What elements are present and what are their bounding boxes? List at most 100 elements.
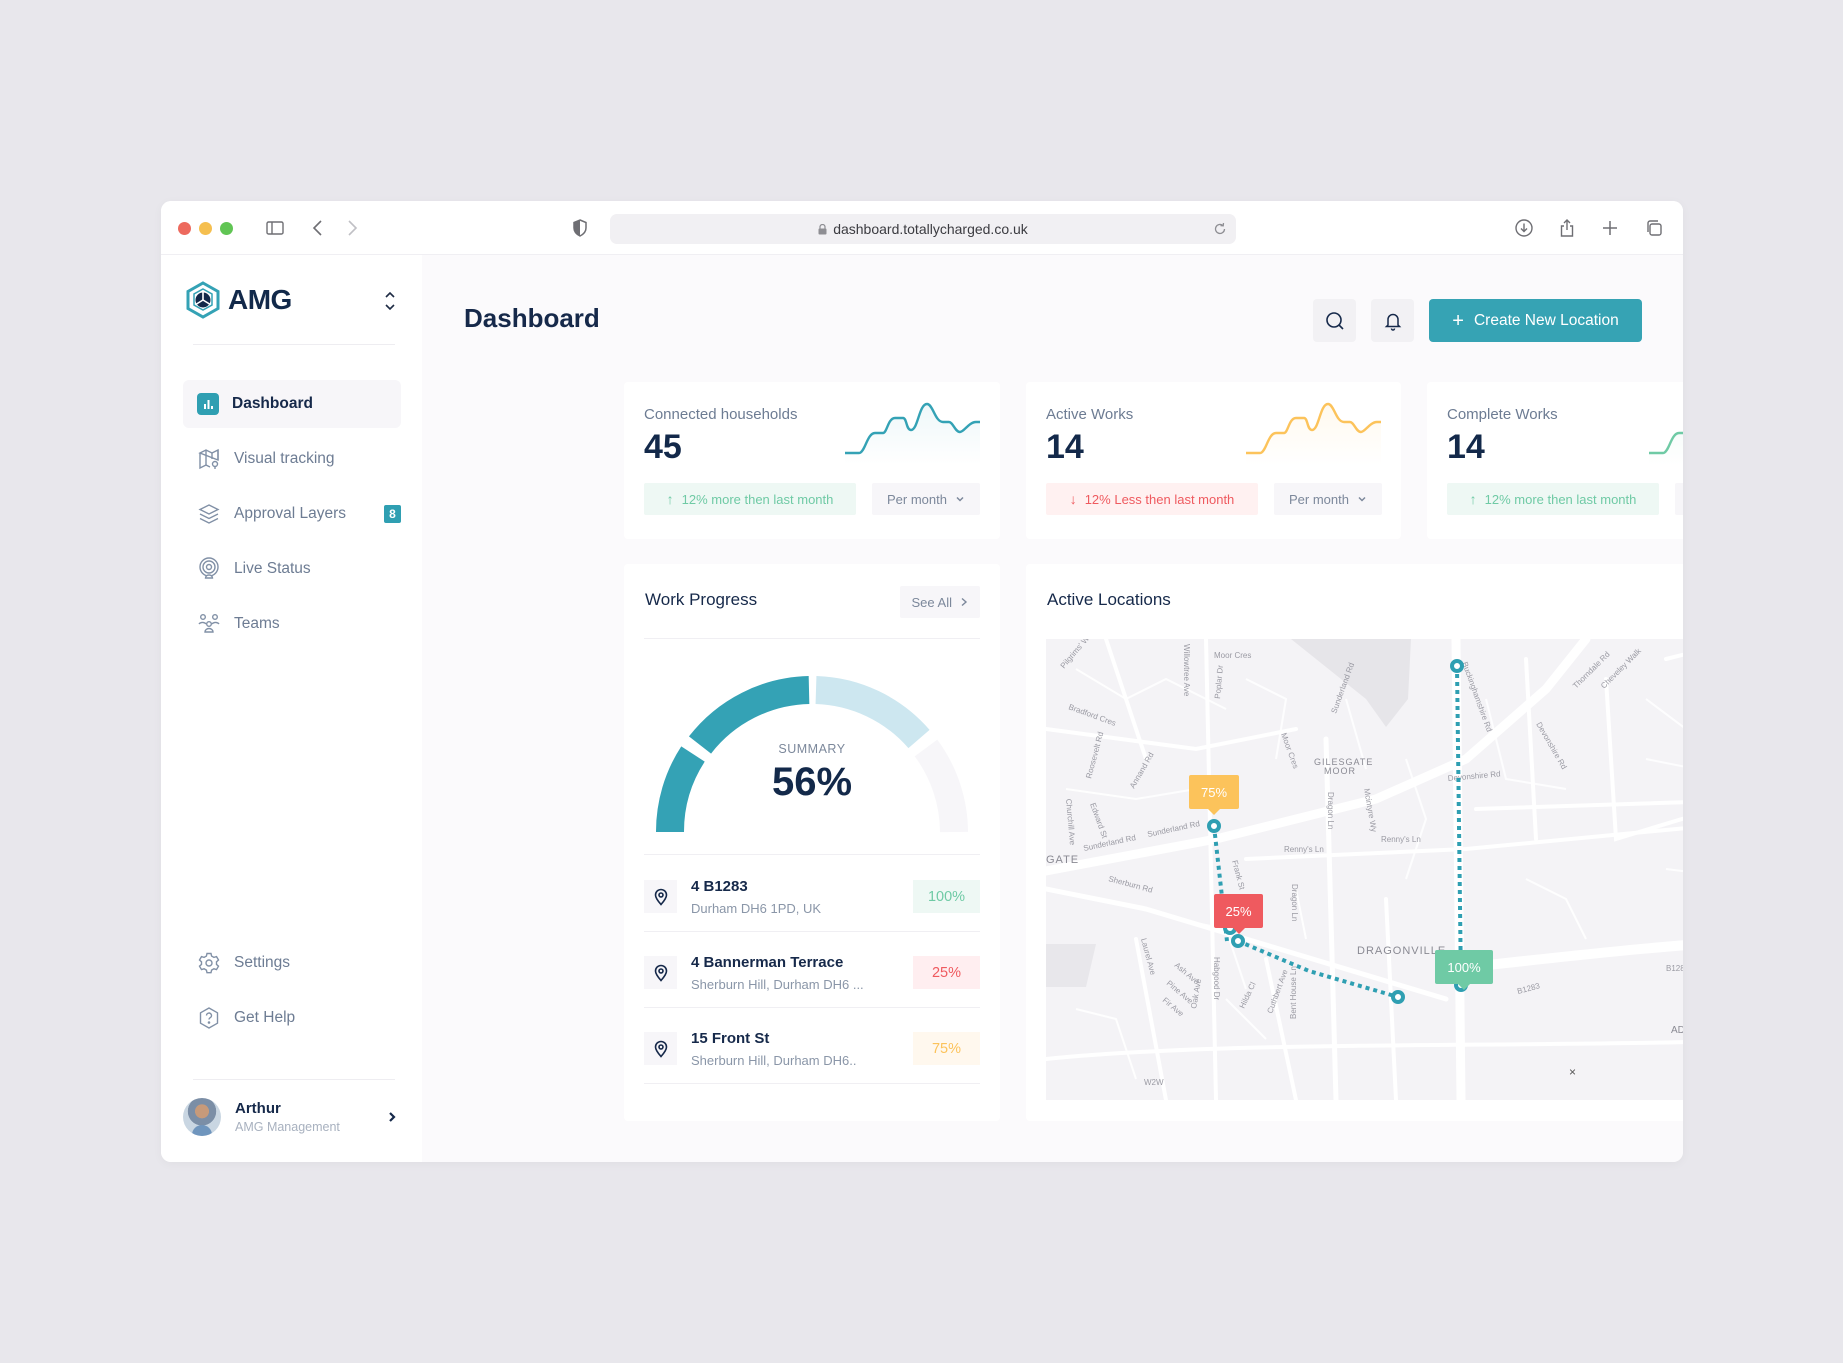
- download-icon[interactable]: [1512, 216, 1536, 240]
- svg-text:Bradford Cres: Bradford Cres: [1067, 702, 1117, 727]
- arrow-down-icon: ↓: [1069, 491, 1077, 507]
- sidebar-item-visual-tracking[interactable]: Visual tracking: [183, 435, 401, 483]
- forward-icon[interactable]: [340, 216, 364, 240]
- svg-text:Frank St: Frank St: [1230, 859, 1247, 891]
- layers-icon: [197, 502, 221, 526]
- sidebar-item-settings[interactable]: Settings: [183, 939, 401, 987]
- location-address: Durham DH6 1PD, UK: [691, 901, 822, 916]
- location-pin-icon: [644, 880, 677, 913]
- amg-logo-icon: [186, 281, 220, 319]
- summary-value: 56%: [771, 760, 853, 804]
- svg-text:Willowtree Ave: Willowtree Ave: [1182, 644, 1191, 697]
- svg-text:Poplar Dr: Poplar Dr: [1213, 664, 1225, 699]
- new-tab-icon[interactable]: [1598, 216, 1622, 240]
- user-name: Arthur: [235, 1100, 281, 1117]
- period-dropdown[interactable]: Per month: [872, 483, 980, 515]
- sparkline-chart: [1649, 431, 1683, 465]
- progress-gauge: [655, 676, 968, 833]
- brand-name: AMG: [228, 284, 292, 315]
- location-pin-icon: [644, 1032, 677, 1065]
- chevron-right-icon: [961, 597, 968, 607]
- active-locations-card: Active Locations See More: [1026, 564, 1683, 1121]
- stat-value: 45: [644, 428, 682, 466]
- notifications-button[interactable]: [1371, 299, 1414, 342]
- create-new-location-button[interactable]: + Create New Location: [1429, 299, 1642, 342]
- list-item[interactable]: 15 Front St Sherburn Hill, Durham DH6.. …: [644, 1012, 980, 1087]
- list-item[interactable]: 4 B1283 Durham DH6 1PD, UK 100%: [644, 860, 980, 935]
- stat-card-complete-works: Complete Works 14 ↑ 12% more then last mo…: [1427, 382, 1683, 539]
- brand-logo[interactable]: AMG: [185, 281, 292, 319]
- stat-value: 14: [1447, 428, 1485, 466]
- address-bar[interactable]: dashboard.totallycharged.co.uk: [610, 214, 1236, 244]
- privacy-shield-icon[interactable]: [568, 216, 592, 240]
- card-divider: [644, 931, 980, 932]
- svg-text:Renny's Ln: Renny's Ln: [1381, 835, 1421, 844]
- list-item[interactable]: 4 Bannerman Terrace Sherburn Hill, Durha…: [644, 936, 980, 1011]
- svg-text:Dragon Ln: Dragon Ln: [1326, 792, 1335, 829]
- chevron-right-icon[interactable]: [385, 1108, 399, 1126]
- sidebar-item-dashboard[interactable]: Dashboard: [183, 380, 401, 428]
- chevron-up-down-icon[interactable]: [383, 289, 397, 313]
- sidebar-item-get-help[interactable]: Get Help: [183, 994, 401, 1042]
- sidebar-divider: [193, 1079, 395, 1080]
- broadcast-icon: [197, 557, 221, 581]
- back-icon[interactable]: [306, 216, 330, 240]
- map-marker-75[interactable]: 75%: [1189, 775, 1239, 815]
- arrow-up-icon: ↑: [666, 491, 674, 507]
- map-marker-100[interactable]: 100%: [1435, 950, 1493, 990]
- map-marker-25[interactable]: 25%: [1214, 894, 1263, 934]
- bar-chart-icon: [197, 393, 219, 415]
- location-name: 4 B1283: [691, 878, 748, 895]
- see-all-button[interactable]: See All: [899, 586, 980, 618]
- stat-card-connected-households: Connected households 45 ↑ 12% more then l…: [624, 382, 1000, 539]
- search-icon: [1325, 311, 1344, 330]
- card-title: Active Locations: [1047, 590, 1171, 609]
- period-dropdown[interactable]: Per month: [1274, 483, 1382, 515]
- plus-icon: +: [1452, 309, 1464, 332]
- minimize-window-button[interactable]: [199, 222, 212, 235]
- work-progress-card: Work Progress See All SUMMARY 56% 4 B128…: [624, 564, 1000, 1121]
- map-canvas: Pilgrims' Way Willowtree Ave Moor Cres P…: [1046, 639, 1683, 1100]
- sidebar-item-teams[interactable]: Teams: [183, 600, 401, 648]
- share-icon[interactable]: [1555, 216, 1579, 240]
- sidebar: AMG Dashboard Visual tracking Approval L…: [161, 255, 422, 1162]
- help-icon: [197, 1006, 221, 1030]
- sidebar-item-approval-layers[interactable]: Approval Layers 8: [183, 490, 401, 538]
- location-name: 4 Bannerman Terrace: [691, 954, 844, 971]
- search-button[interactable]: [1313, 299, 1356, 342]
- progress-badge: 75%: [913, 1032, 980, 1065]
- svg-text:Devonshire Rd: Devonshire Rd: [1534, 721, 1568, 771]
- approval-count-badge: 8: [384, 505, 401, 523]
- user-profile[interactable]: Arthur AMG Management: [183, 1093, 403, 1141]
- svg-text:Hilda Cl: Hilda Cl: [1238, 980, 1258, 1009]
- trend-badge: ↑ 12% more then last month: [644, 483, 856, 515]
- svg-text:Edward St: Edward St: [1088, 802, 1109, 840]
- sparkline-chart: [1246, 402, 1381, 465]
- svg-text:Buckinghamshire Rd: Buckinghamshire Rd: [1460, 661, 1494, 733]
- svg-text:B1283: B1283: [1516, 981, 1541, 996]
- reload-icon[interactable]: [1212, 221, 1228, 237]
- map-view[interactable]: Pilgrims' Way Willowtree Ave Moor Cres P…: [1046, 639, 1683, 1100]
- svg-text:GATE: GATE: [1046, 854, 1079, 866]
- card-divider: [644, 638, 980, 639]
- browser-toolbar: dashboard.totallycharged.co.uk: [161, 201, 1683, 255]
- trend-badge: ↓ 12% Less then last month: [1046, 483, 1258, 515]
- svg-text:B1283: B1283: [1666, 964, 1683, 973]
- stat-title: Connected households: [644, 406, 798, 423]
- main-content: Dashboard + Create New Location Connecte…: [422, 255, 1683, 1162]
- stat-value: 14: [1046, 428, 1084, 466]
- svg-text:Moor Cres: Moor Cres: [1214, 651, 1251, 660]
- page-title: Dashboard: [464, 303, 600, 333]
- svg-text:Annand Rd: Annand Rd: [1128, 751, 1156, 790]
- svg-text:Sunderland Rd: Sunderland Rd: [1147, 819, 1201, 839]
- svg-text:×: ×: [1569, 1065, 1577, 1079]
- tab-overview-icon[interactable]: [1642, 216, 1666, 240]
- sidebar-toggle-icon[interactable]: [263, 216, 287, 240]
- svg-text:W2W: W2W: [1144, 1078, 1164, 1087]
- sidebar-item-live-status[interactable]: Live Status: [183, 545, 401, 593]
- period-dropdown[interactable]: Per month: [1675, 483, 1683, 515]
- arrow-up-icon: ↑: [1469, 491, 1477, 507]
- maximize-window-button[interactable]: [220, 222, 233, 235]
- close-window-button[interactable]: [178, 222, 191, 235]
- card-divider: [644, 1083, 980, 1084]
